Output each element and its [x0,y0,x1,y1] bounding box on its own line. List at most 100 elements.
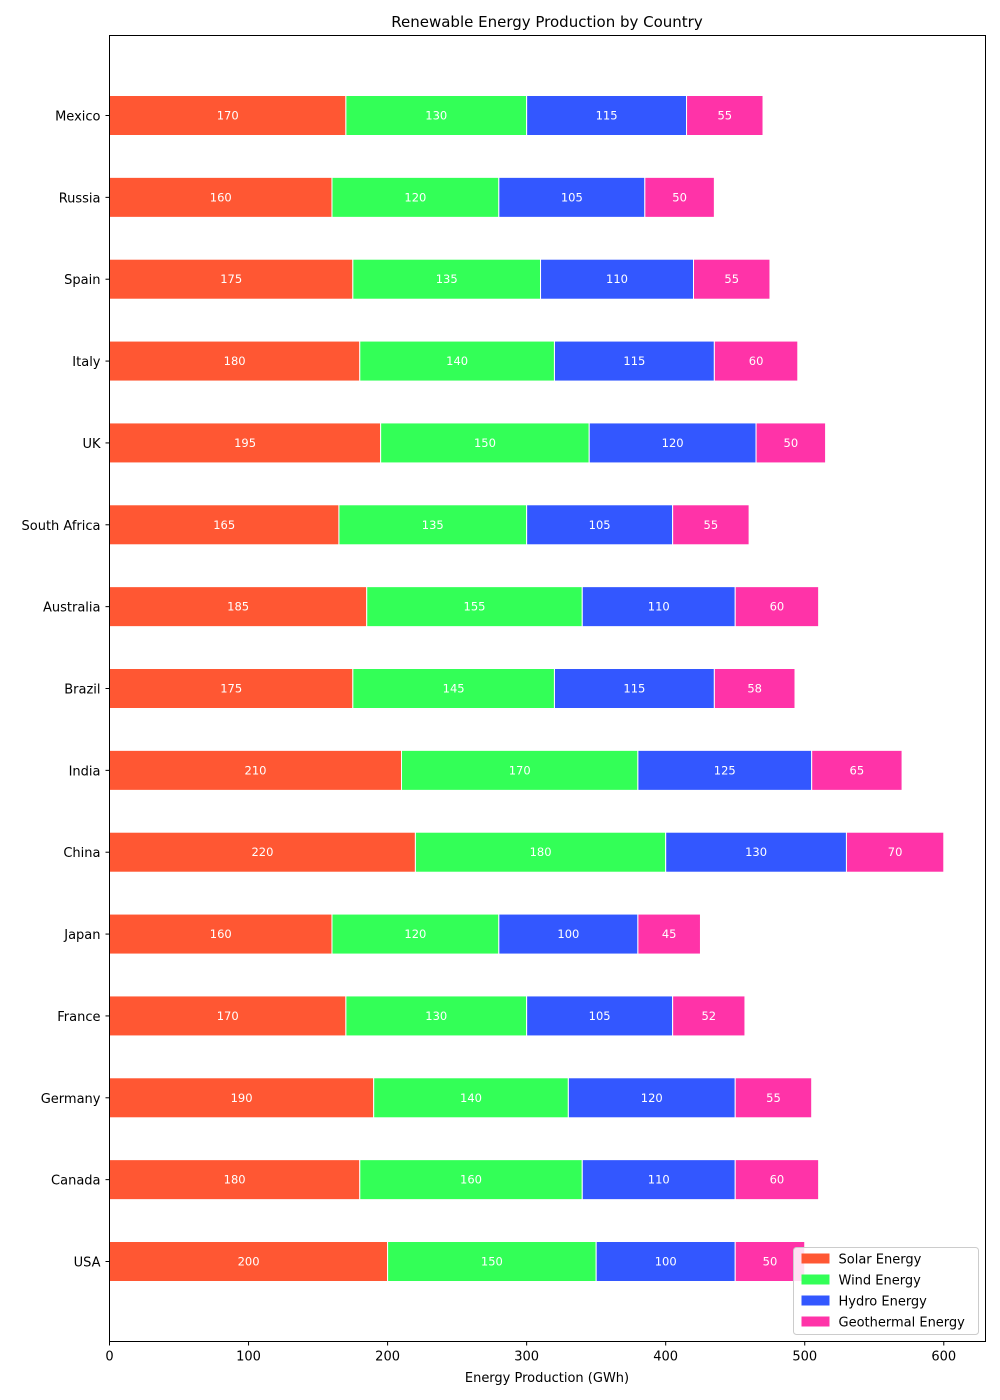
bar-wind-energy-mexico [345,95,528,136]
bar-value-label: 50 [672,190,687,204]
y-axis: USA Canada Germany France Japan China India Bra… [22,110,110,1271]
bar-value-label: 180 [530,845,552,859]
bar-value-label: 120 [662,436,684,450]
bar-solar-energy-south-africa [109,504,340,546]
y-tick-label: Australia [43,601,101,616]
bar-value-label: 180 [224,1173,246,1187]
legend-swatch-solar-energy [801,1253,830,1264]
chart-title: Renewable Energy Production by Country [391,13,703,31]
x-tick-label: 100 [236,1350,261,1365]
bar-value-label: 110 [648,600,670,614]
y-tick-label: Russia [59,191,101,206]
bar-value-label: 115 [623,354,645,368]
bar-solar-energy-brazil [109,668,354,709]
bar-value-label: 210 [245,763,267,777]
y-tick-label: Canada [51,1174,100,1189]
bar-value-label: 115 [623,682,645,696]
y-tick-label: China [63,846,100,861]
legend-box [793,1247,979,1335]
bar-value-label: 145 [443,682,465,696]
bar-value-label: 105 [561,190,583,204]
bar-value-label: 52 [701,1009,716,1023]
bar-wind-energy-south-africa [338,504,528,546]
bar-value-label: 125 [714,763,736,777]
bar-value-label: 100 [557,927,579,941]
bar-value-label: 130 [745,845,767,859]
bar-labels-layer: 200 150 100 50 180 160 110 60 190 140 120 55 170 130 1… [210,109,903,1269]
bar-value-label: 130 [425,1009,447,1023]
bar-hydro-energy-brazil [553,668,715,709]
y-tick-label: Mexico [55,110,100,125]
bar-wind-energy-canada [359,1159,583,1201]
y-tick-label: Japan [63,928,100,943]
bar-value-label: 120 [641,1091,663,1105]
y-tick-label: France [57,1010,100,1025]
bar-wind-energy-spain [352,258,542,300]
bar-solar-energy-usa [109,1241,389,1282]
bar-wind-energy-usa [387,1241,597,1282]
bar-solar-energy-india [109,749,402,791]
bar-value-label: 55 [724,272,739,286]
bar-value-label: 120 [404,927,426,941]
legend: Solar Energy Wind Energy Hydro Energy Geoth… [793,1247,979,1335]
bar-hydro-energy-uk [588,422,757,464]
bar-value-label: 185 [227,600,249,614]
bar-hydro-energy-russia [498,176,646,218]
y-tick-label: India [69,764,101,779]
bar-value-label: 135 [436,272,458,286]
bar-value-label: 175 [220,272,242,286]
bar-value-label: 195 [234,436,256,450]
bar-value-label: 105 [589,518,611,532]
bar-value-label: 70 [888,845,903,859]
bar-value-label: 150 [481,1255,503,1269]
bar-solar-energy-france [109,995,347,1037]
bar-value-label: 190 [231,1091,253,1105]
legend-entry-wind-energy: Wind Energy [839,1274,922,1289]
bar-geothermal-energy-canada [734,1159,820,1201]
bar-solar-energy-china [109,831,416,873]
bar-value-label: 135 [422,518,444,532]
bars-layer [109,95,945,1282]
bar-geothermal-energy-spain [693,258,771,300]
bar-value-label: 105 [589,1009,611,1023]
bar-solar-energy-canada [109,1159,361,1201]
bar-geothermal-energy-uk [755,422,827,464]
bar-value-label: 110 [606,272,628,286]
x-axis: 0 100 200 300 400 500 600 [105,1341,956,1365]
bar-hydro-energy-australia [581,586,736,628]
bar-value-label: 60 [749,354,764,368]
y-tick-label: UK [82,437,101,452]
x-axis-label: Energy Production (GWh) [465,1371,629,1386]
bar-value-label: 165 [213,518,235,532]
bar-value-label: 130 [425,109,447,123]
bar-value-label: 120 [404,190,426,204]
bar-value-label: 160 [460,1173,482,1187]
bar-geothermal-energy-mexico [686,95,764,136]
bar-hydro-energy-south-africa [526,504,674,546]
bar-value-label: 100 [655,1255,677,1269]
bar-geothermal-energy-italy [713,340,799,382]
y-tick-label: USA [74,1256,101,1271]
bar-value-label: 175 [220,682,242,696]
bar-solar-energy-uk [109,422,382,464]
bar-value-label: 65 [850,763,865,777]
bar-hydro-energy-japan [498,913,639,955]
bar-value-label: 55 [717,109,732,123]
bar-value-label: 180 [224,354,246,368]
bar-hydro-energy-mexico [526,95,688,136]
bar-geothermal-energy-germany [734,1077,813,1119]
bar-geothermal-energy-japan [637,913,701,955]
bar-geothermal-energy-france [672,995,746,1037]
y-tick-label: Germany [41,1092,101,1107]
bar-wind-energy-russia [331,176,500,218]
bar-wind-energy-china [414,831,667,873]
legend-swatch-geothermal-energy [801,1316,830,1327]
bar-wind-energy-france [345,995,528,1037]
bar-value-label: 170 [217,109,239,123]
bar-hydro-energy-canada [581,1159,736,1201]
x-tick-label: 400 [653,1350,678,1365]
bar-value-label: 50 [784,436,799,450]
bar-wind-energy-uk [380,422,590,464]
legend-swatch-wind-energy [801,1274,830,1285]
